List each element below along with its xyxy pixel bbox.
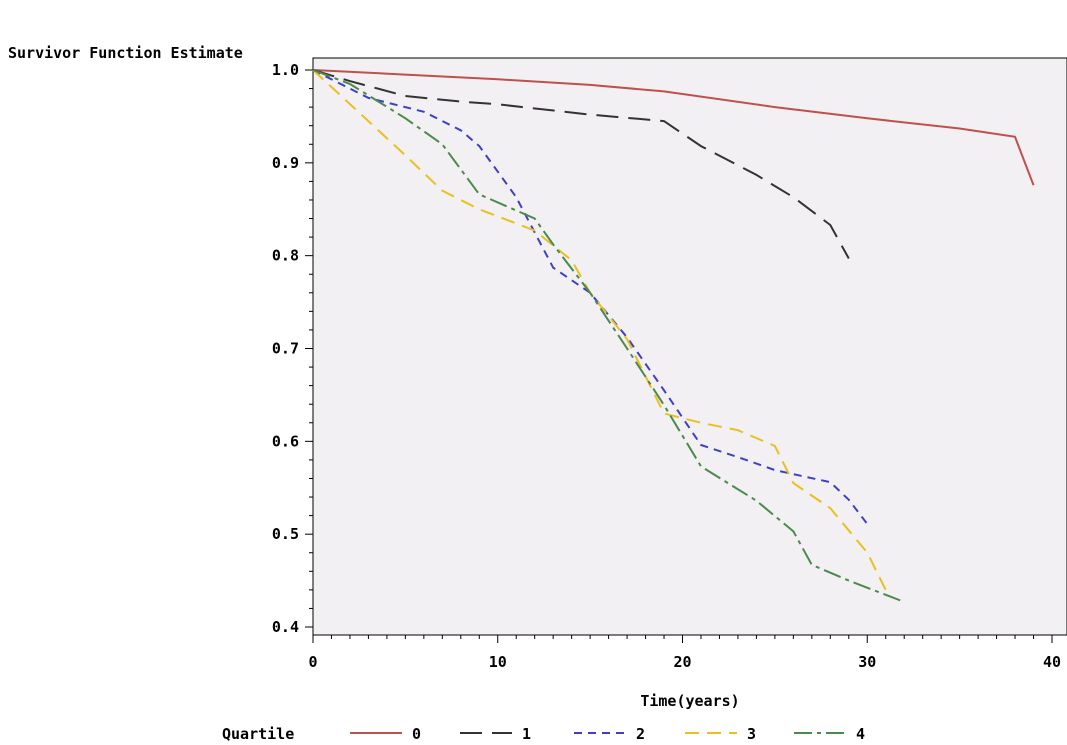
legend-label-3: 3 — [747, 725, 756, 743]
x-tick-label: 30 — [858, 653, 876, 671]
x-axis-label: Time(years) — [640, 692, 739, 710]
y-tick-label: 0.5 — [272, 525, 299, 543]
series-line-3 — [312, 69, 887, 591]
x-tick-label: 0 — [308, 653, 317, 671]
series-line-1 — [312, 69, 850, 259]
x-tick-label: 40 — [1043, 653, 1061, 671]
y-tick-label: 0.8 — [272, 247, 299, 265]
legend-label-2: 2 — [636, 725, 645, 743]
y-axis-label: Survivor Function Estimate — [8, 44, 243, 62]
y-tick-label: 0.4 — [272, 618, 299, 636]
y-tick-label: 0.7 — [272, 340, 299, 358]
y-tick-label: 0.9 — [272, 154, 299, 172]
series-lines — [312, 69, 1035, 603]
legend: Quartile 0 1 2 3 4 — [222, 725, 865, 743]
series-line-0 — [312, 69, 1035, 186]
x-tick-label: 20 — [673, 653, 691, 671]
y-tick-label: 1.0 — [272, 61, 299, 79]
y-axis: 0.4 0.5 0.6 0.7 0.8 0.9 1.0 — [272, 61, 313, 636]
x-axis: 0 10 20 30 40 — [308, 635, 1061, 671]
legend-label-0: 0 — [412, 725, 421, 743]
series-line-4 — [312, 69, 905, 603]
legend-label-1: 1 — [522, 725, 531, 743]
x-tick-label: 10 — [489, 653, 507, 671]
y-tick-label: 0.6 — [272, 432, 299, 450]
legend-title: Quartile — [222, 725, 294, 743]
legend-label-4: 4 — [856, 725, 865, 743]
plot-area — [312, 57, 1067, 636]
